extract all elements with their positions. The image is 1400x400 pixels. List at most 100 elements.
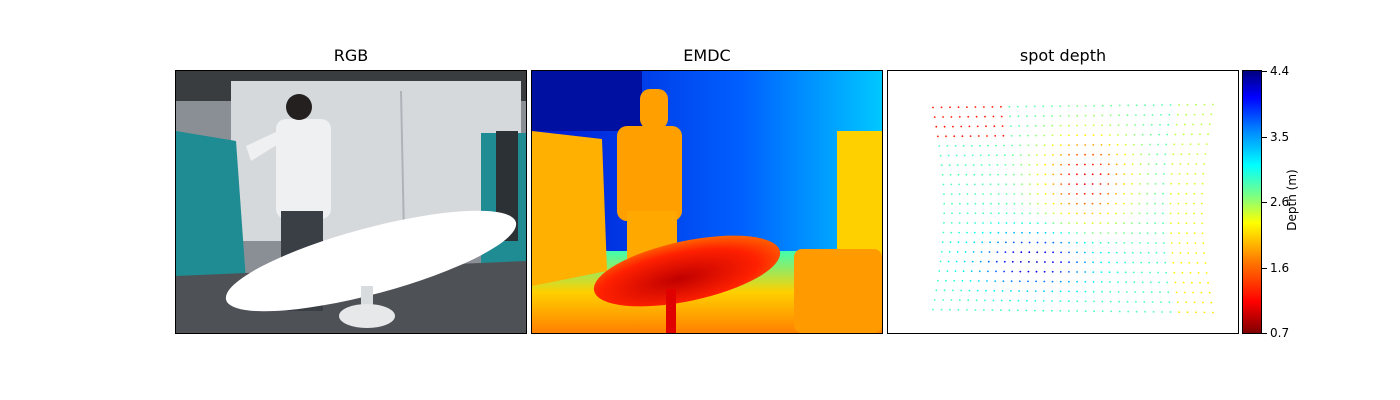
depth-spot bbox=[1076, 271, 1078, 273]
depth-spot bbox=[1059, 300, 1062, 302]
depth-spot bbox=[1140, 153, 1143, 156]
depth-spot bbox=[1101, 124, 1103, 127]
depth-spot bbox=[1076, 202, 1078, 205]
depth-spot bbox=[939, 260, 942, 263]
depth-spot bbox=[973, 241, 976, 244]
depth-spot bbox=[1202, 301, 1204, 304]
depth-spot bbox=[964, 164, 967, 166]
depth-spot bbox=[1130, 202, 1133, 205]
depth-spot bbox=[1060, 173, 1063, 176]
depth-spot bbox=[1123, 251, 1126, 254]
depth-spot bbox=[1005, 202, 1008, 205]
depth-spot bbox=[1193, 192, 1196, 195]
depth-spot bbox=[980, 251, 983, 253]
depth-spot bbox=[1146, 202, 1149, 205]
depth-spot bbox=[1068, 153, 1070, 156]
depth-spot bbox=[940, 164, 943, 167]
depth-spot bbox=[977, 280, 980, 282]
depth-spot bbox=[1019, 270, 1022, 273]
depth-spot bbox=[1147, 173, 1149, 175]
depth-spot bbox=[1165, 271, 1168, 274]
depth-spot bbox=[1115, 173, 1118, 176]
depth-spot bbox=[1195, 163, 1198, 165]
depth-spot bbox=[1036, 222, 1039, 225]
depth-spot bbox=[958, 183, 960, 186]
depth-spot bbox=[1084, 251, 1086, 254]
depth-spot bbox=[1060, 193, 1063, 195]
depth-spot bbox=[957, 106, 960, 109]
depth-spot bbox=[1115, 251, 1118, 254]
depth-spot bbox=[1067, 114, 1070, 117]
colorbar-tick-label: 4.4 bbox=[1270, 64, 1290, 78]
depth-spot bbox=[989, 231, 992, 234]
depth-spot bbox=[1076, 280, 1078, 283]
rgb-title: RGB bbox=[333, 46, 369, 65]
depth-spot bbox=[968, 125, 971, 128]
depth-spot bbox=[1171, 163, 1174, 165]
depth-spot bbox=[1188, 262, 1191, 264]
depth-spot bbox=[1050, 309, 1053, 312]
depth-spot bbox=[974, 202, 977, 205]
depth-spot bbox=[1168, 301, 1171, 304]
depth-spot bbox=[1180, 261, 1183, 264]
depth-spot bbox=[997, 231, 1000, 234]
depth-spot bbox=[1042, 115, 1045, 117]
depth-spot bbox=[1194, 242, 1197, 245]
depth-spot bbox=[1107, 212, 1109, 215]
depth-spot bbox=[966, 183, 968, 186]
depth-spot bbox=[1131, 163, 1134, 166]
depth-spot bbox=[1195, 252, 1198, 254]
depth-spot bbox=[1059, 271, 1062, 273]
depth-spot bbox=[932, 106, 934, 109]
depth-spot bbox=[1037, 202, 1039, 205]
depth-spot bbox=[957, 308, 960, 311]
depth-spot bbox=[1028, 163, 1031, 166]
depth-spot bbox=[1033, 309, 1036, 312]
depth-spot bbox=[1164, 153, 1167, 156]
depth-spot bbox=[1026, 115, 1028, 118]
depth-spot bbox=[1005, 241, 1007, 244]
depth-spot bbox=[1131, 173, 1134, 175]
depth-spot bbox=[941, 241, 944, 244]
depth-spot bbox=[1017, 299, 1020, 302]
depth-spot bbox=[1059, 310, 1062, 312]
depth-spot bbox=[1139, 242, 1141, 244]
depth-spot bbox=[1115, 202, 1117, 205]
depth-spot bbox=[1035, 270, 1038, 273]
depth-spot bbox=[1186, 182, 1188, 185]
depth-spot bbox=[1144, 104, 1146, 107]
depth-spot bbox=[1091, 222, 1094, 225]
depth-spot bbox=[1052, 251, 1054, 254]
depth-spot bbox=[966, 222, 969, 224]
depth-spot bbox=[1151, 114, 1154, 116]
depth-spot bbox=[1107, 183, 1110, 185]
depth-spot bbox=[1076, 232, 1078, 234]
depth-spot bbox=[1117, 134, 1119, 136]
depth-spot bbox=[1115, 163, 1118, 166]
depth-spot bbox=[990, 202, 992, 205]
depth-spot bbox=[1099, 232, 1102, 234]
depth-spot bbox=[1051, 115, 1053, 117]
depth-spot bbox=[1169, 212, 1172, 215]
depth-spot bbox=[1051, 300, 1053, 302]
depth-spot bbox=[1142, 291, 1145, 293]
depth-spot bbox=[996, 164, 999, 166]
depth-spot bbox=[1027, 270, 1030, 273]
depth-spot bbox=[961, 279, 964, 282]
depth-spot bbox=[942, 299, 944, 301]
depth-spot bbox=[1059, 124, 1062, 127]
depth-spot bbox=[1028, 173, 1031, 176]
depth-spot bbox=[1130, 222, 1133, 225]
depth-spot bbox=[950, 183, 953, 186]
depth-spot bbox=[1076, 144, 1078, 146]
depth-spot bbox=[1199, 281, 1201, 284]
depth-spot bbox=[1034, 125, 1037, 127]
depth-spot bbox=[1148, 261, 1151, 264]
depth-spot bbox=[1126, 114, 1129, 117]
depth-spot bbox=[1068, 173, 1070, 176]
depth-spot bbox=[1060, 251, 1062, 254]
depth-spot bbox=[1051, 280, 1054, 283]
depth-spot bbox=[955, 260, 958, 263]
depth-spot bbox=[1026, 125, 1029, 127]
colorbar-tick-label: 3.5 bbox=[1270, 130, 1290, 144]
